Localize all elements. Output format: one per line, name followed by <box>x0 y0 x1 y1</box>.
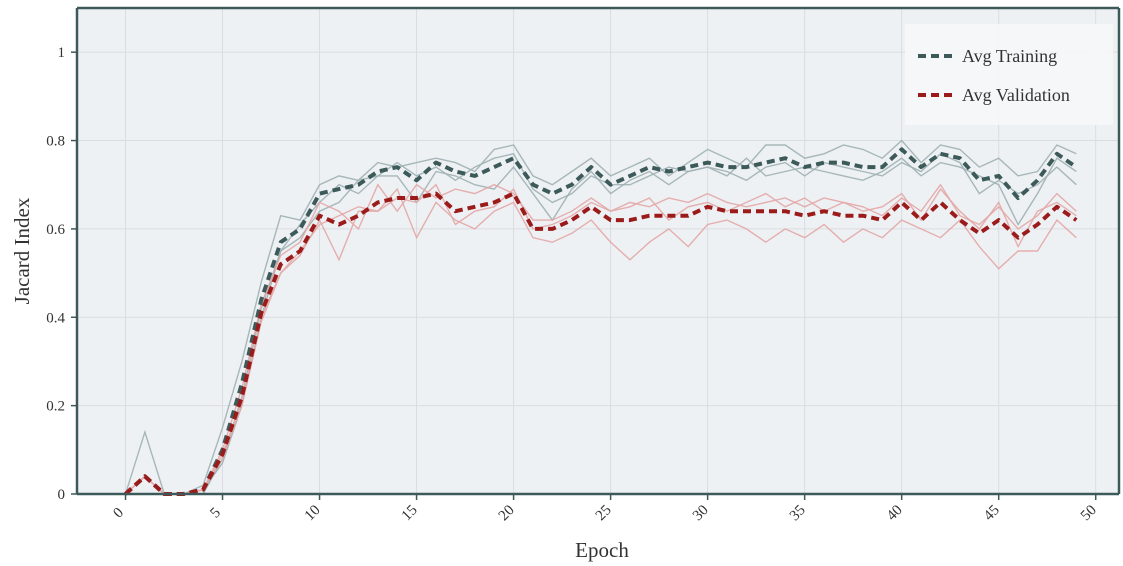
x-tick-label: 50 <box>1078 502 1100 524</box>
x-tick-label: 40 <box>884 502 906 524</box>
legend-label-training: Avg Training <box>962 46 1057 66</box>
x-tick-label: 25 <box>593 502 615 524</box>
legend-label-validation: Avg Validation <box>962 85 1070 105</box>
training-fold-line <box>124 139 1077 495</box>
y-ticks: 0 0.2 0.4 0.6 0.8 1 <box>46 45 77 503</box>
x-tick-label: 30 <box>690 502 712 524</box>
axes <box>75 6 1121 496</box>
y-tick-label: 0 <box>58 487 66 503</box>
avg-validation-line <box>124 191 1078 496</box>
fold-lines <box>124 139 1077 495</box>
x-tick-label: 20 <box>496 502 518 524</box>
y-axis-title: Jacard Index <box>10 197 34 304</box>
x-axis-title: Epoch <box>575 538 629 562</box>
average-lines <box>124 147 1078 496</box>
training-fold-line <box>125 152 1077 495</box>
y-tick-label: 0.2 <box>46 399 65 415</box>
training-fold-line <box>125 153 1077 495</box>
legend: Avg Training Avg Validation <box>905 24 1113 125</box>
avg-training-line <box>124 147 1078 496</box>
x-tick-label: 35 <box>787 502 809 524</box>
legend-box <box>905 24 1113 125</box>
x-tick-label: 45 <box>981 502 1003 524</box>
validation-fold-line <box>125 183 1077 495</box>
x-tick-label: 0 <box>110 505 127 522</box>
y-tick-label: 0.8 <box>46 134 65 150</box>
x-tick-label: 10 <box>302 502 324 524</box>
x-tick-label: 15 <box>399 502 421 524</box>
x-ticks: 0 5 10 15 20 25 30 35 40 45 50 <box>110 494 1100 524</box>
x-tick-label: 5 <box>207 505 224 522</box>
grid-lines <box>77 8 1119 495</box>
y-tick-label: 0.6 <box>46 222 65 238</box>
y-tick-label: 1 <box>58 45 66 61</box>
y-tick-label: 0.4 <box>46 310 65 326</box>
